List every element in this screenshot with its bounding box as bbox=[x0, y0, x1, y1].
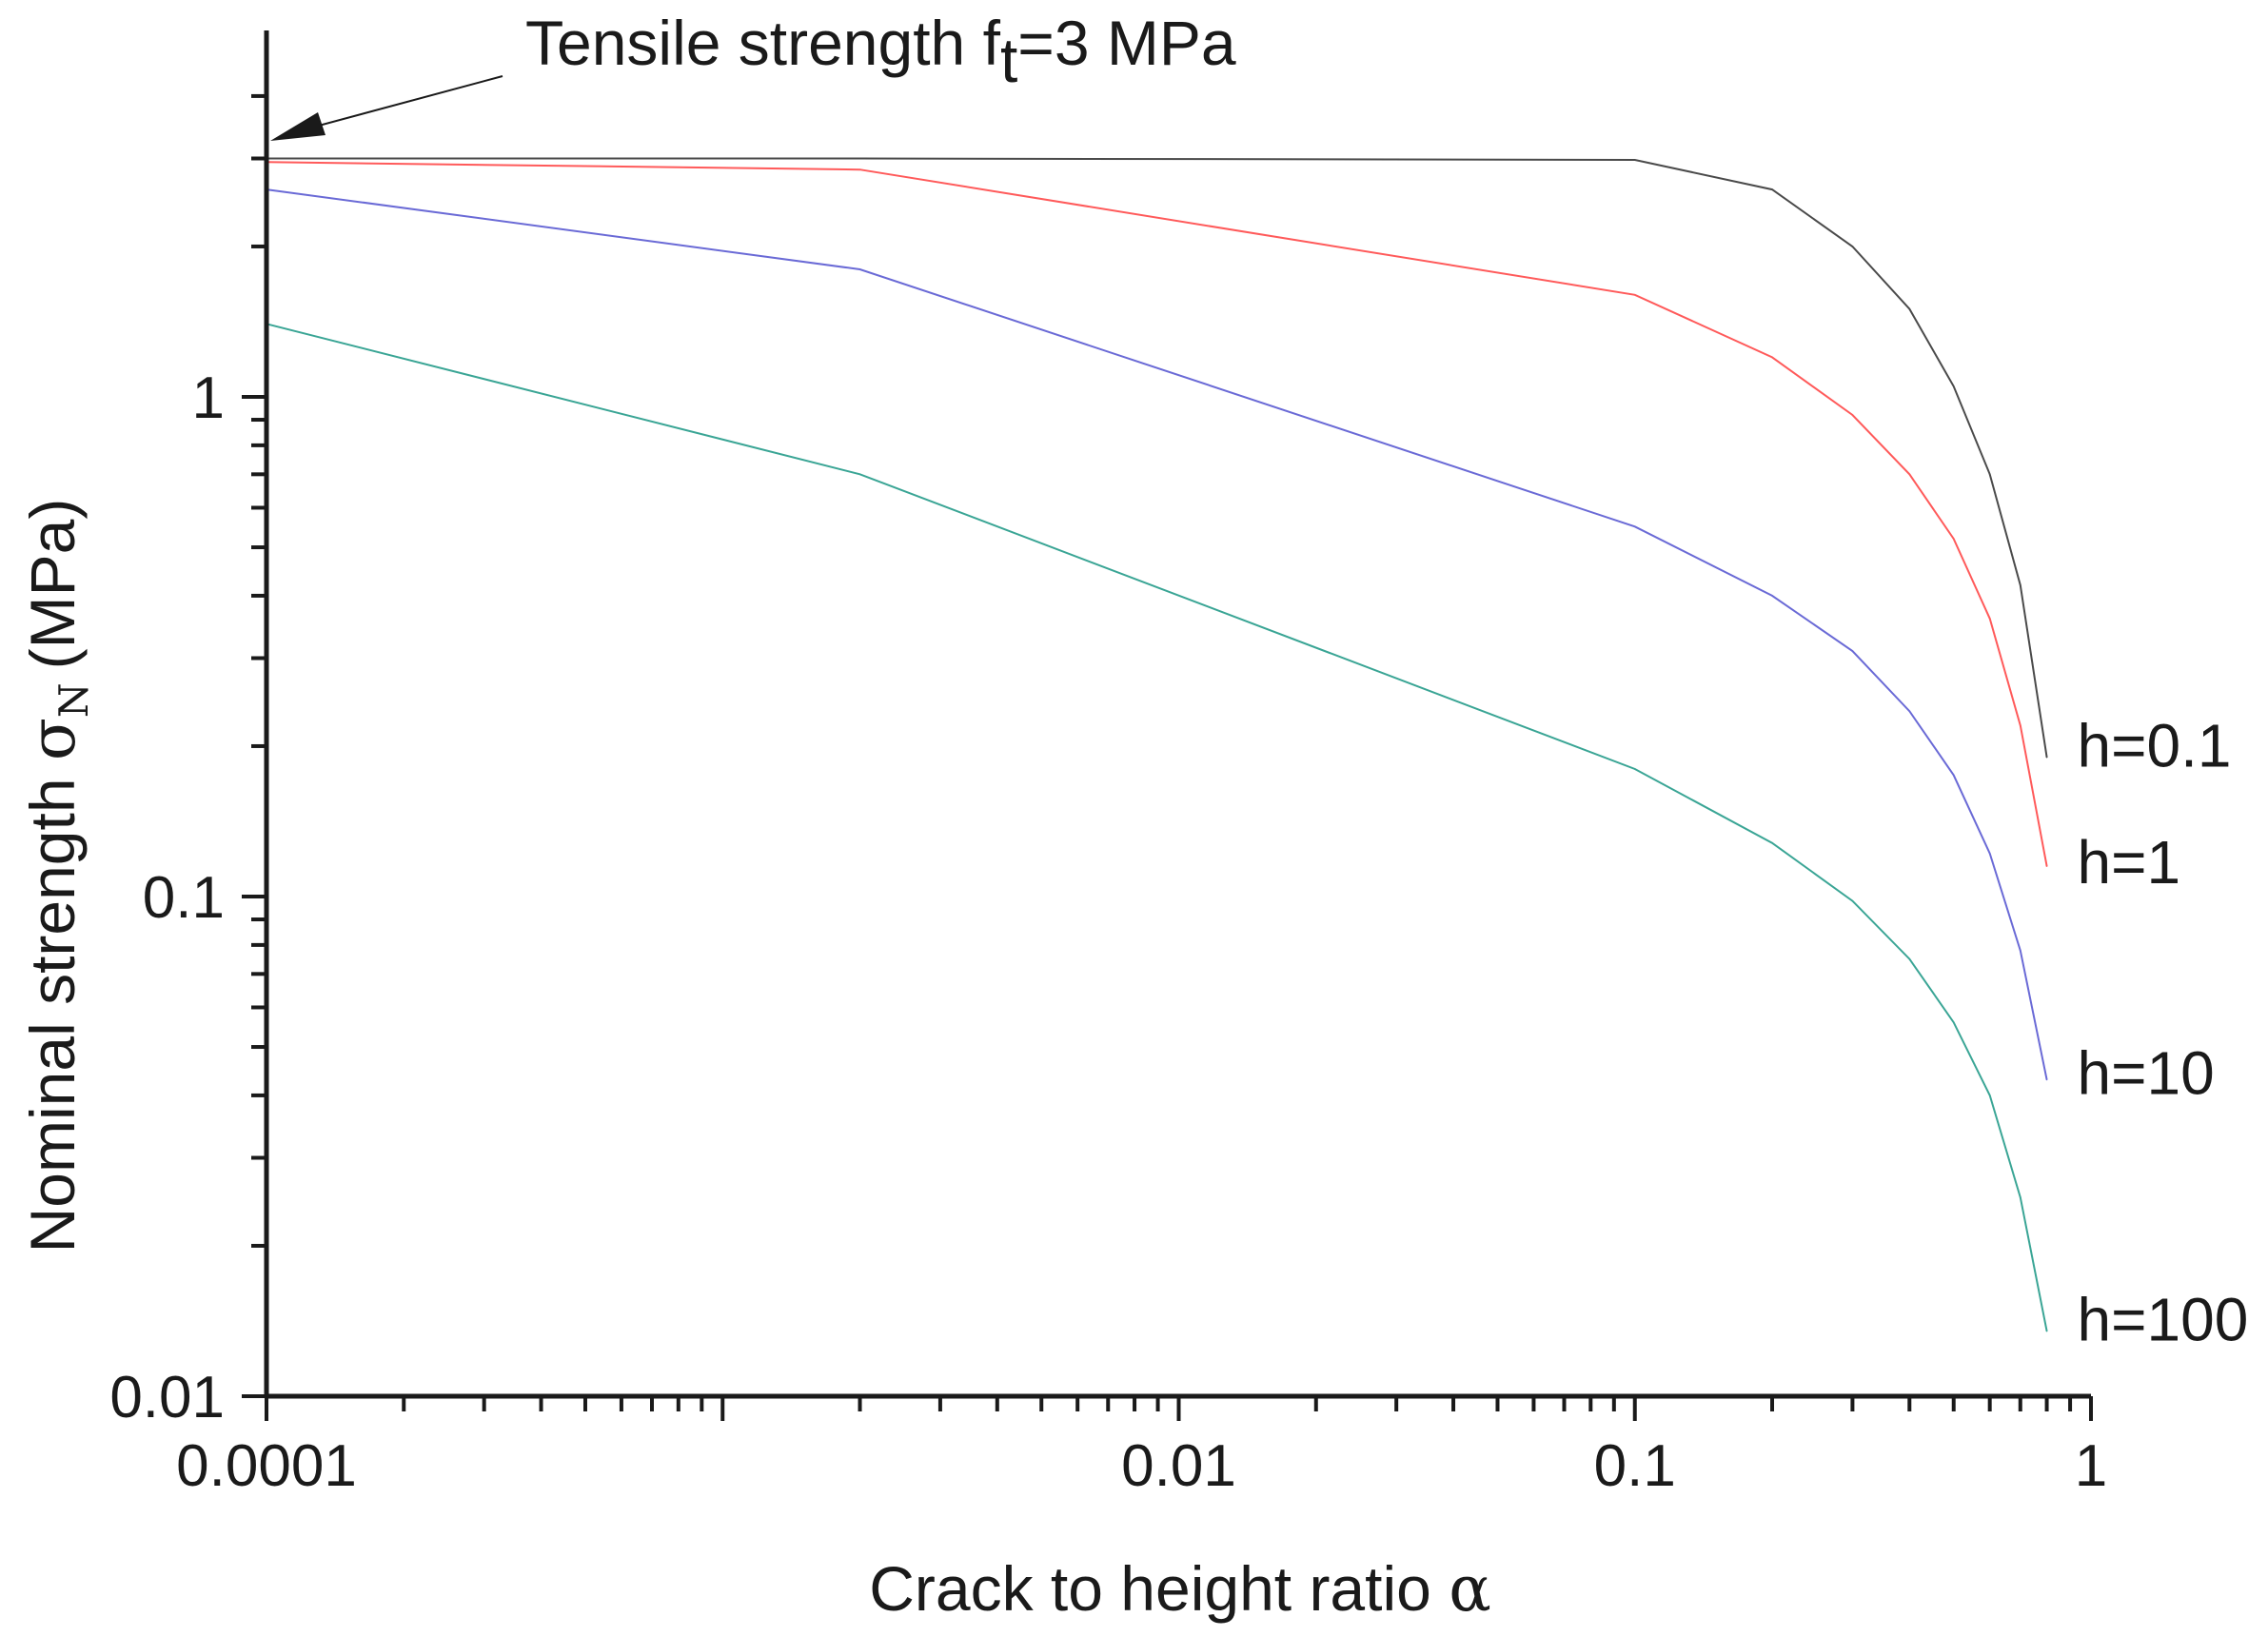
y-axis-title-subscript: N bbox=[50, 682, 97, 718]
series-h=100: h=100 bbox=[266, 323, 2249, 1354]
plot-area: h=0.1 h=1 h=10 h=100 bbox=[266, 157, 2249, 1354]
series-line bbox=[266, 157, 2048, 758]
series-line bbox=[266, 161, 2048, 867]
data-point bbox=[858, 268, 861, 270]
x-tick-label: 0.01 bbox=[1121, 1433, 1236, 1499]
data-point bbox=[1771, 356, 1773, 359]
data-point bbox=[1633, 525, 1636, 528]
data-point bbox=[1952, 774, 1955, 777]
data-point bbox=[2045, 756, 2048, 759]
y-tick-label: 0.01 bbox=[109, 1365, 225, 1430]
data-point bbox=[2045, 1078, 2048, 1081]
annotation-text: Tensile strength ft=3 MPa bbox=[525, 8, 1236, 95]
data-point bbox=[2045, 865, 2048, 867]
data-point bbox=[1851, 414, 1854, 416]
data-point bbox=[1908, 307, 1911, 310]
data-point bbox=[1771, 595, 1773, 597]
axis-ticks: 0.0001 0.01 0.1 10.010.11 bbox=[109, 93, 2107, 1499]
data-point bbox=[1988, 852, 1991, 855]
data-point bbox=[858, 157, 861, 160]
data-point bbox=[1633, 294, 1636, 296]
y-tick-label: 1 bbox=[192, 365, 225, 431]
series-h=1: h=1 bbox=[266, 161, 2181, 897]
data-point bbox=[1952, 1021, 1955, 1024]
data-point bbox=[1988, 1095, 1991, 1096]
data-point bbox=[858, 473, 861, 476]
x-axis-title: Crack to height ratio α bbox=[869, 1552, 1491, 1626]
data-point bbox=[1988, 473, 1991, 476]
tensile-strength-annotation: Tensile strength ft=3 MPa bbox=[270, 8, 1236, 141]
data-point bbox=[1771, 188, 1773, 190]
series-line bbox=[266, 323, 2048, 1331]
annotation-text-main: Tensile strength f bbox=[525, 8, 1001, 78]
y-axis-title-text: Nominal strength bbox=[17, 778, 88, 1252]
data-point bbox=[2045, 1330, 2048, 1332]
x-axis-title-text: Crack to height ratio bbox=[869, 1553, 1431, 1624]
data-point bbox=[2019, 724, 2021, 727]
x-tick-label: 0.0001 bbox=[176, 1433, 357, 1499]
data-point bbox=[2019, 1196, 2021, 1198]
data-point bbox=[858, 168, 861, 171]
x-tick-label: 0.1 bbox=[1594, 1433, 1676, 1499]
series-label: h=100 bbox=[2078, 1286, 2249, 1354]
series-line bbox=[266, 188, 2048, 1080]
series-h=0.1: h=0.1 bbox=[266, 157, 2232, 780]
data-point bbox=[1952, 385, 1955, 387]
data-point bbox=[1988, 618, 1991, 620]
series-label: h=10 bbox=[2078, 1038, 2215, 1107]
data-point bbox=[1633, 768, 1636, 770]
data-point bbox=[1908, 710, 1911, 712]
annotation-arrow-line bbox=[304, 75, 503, 130]
series-h=10: h=10 bbox=[266, 188, 2215, 1107]
data-point bbox=[1908, 957, 1911, 960]
data-point bbox=[1851, 246, 1854, 247]
data-point bbox=[1851, 650, 1854, 652]
data-point bbox=[2019, 949, 2021, 952]
y-axis-title-unit: (MPa) bbox=[17, 499, 88, 670]
annotation-text-tail: =3 MPa bbox=[1017, 8, 1236, 78]
axes bbox=[264, 30, 2091, 1399]
data-point bbox=[1633, 159, 1636, 161]
y-axis-title: Nominal strength σN (MPa) bbox=[16, 499, 97, 1253]
x-axis-title-symbol: α bbox=[1449, 1552, 1491, 1626]
y-tick-label: 0.1 bbox=[143, 865, 225, 931]
data-point bbox=[2019, 583, 2021, 586]
annotation-text-sub: t bbox=[1000, 25, 1017, 95]
data-point bbox=[1851, 899, 1854, 902]
annotation-arrowhead bbox=[270, 112, 325, 141]
series-label: h=0.1 bbox=[2078, 712, 2232, 780]
data-point bbox=[1771, 841, 1773, 844]
y-axis-title-symbol: σ bbox=[16, 718, 89, 760]
data-point bbox=[1908, 473, 1911, 476]
series-label: h=1 bbox=[2078, 828, 2181, 897]
x-tick-label: 1 bbox=[2075, 1433, 2107, 1499]
data-point bbox=[1952, 538, 1955, 540]
